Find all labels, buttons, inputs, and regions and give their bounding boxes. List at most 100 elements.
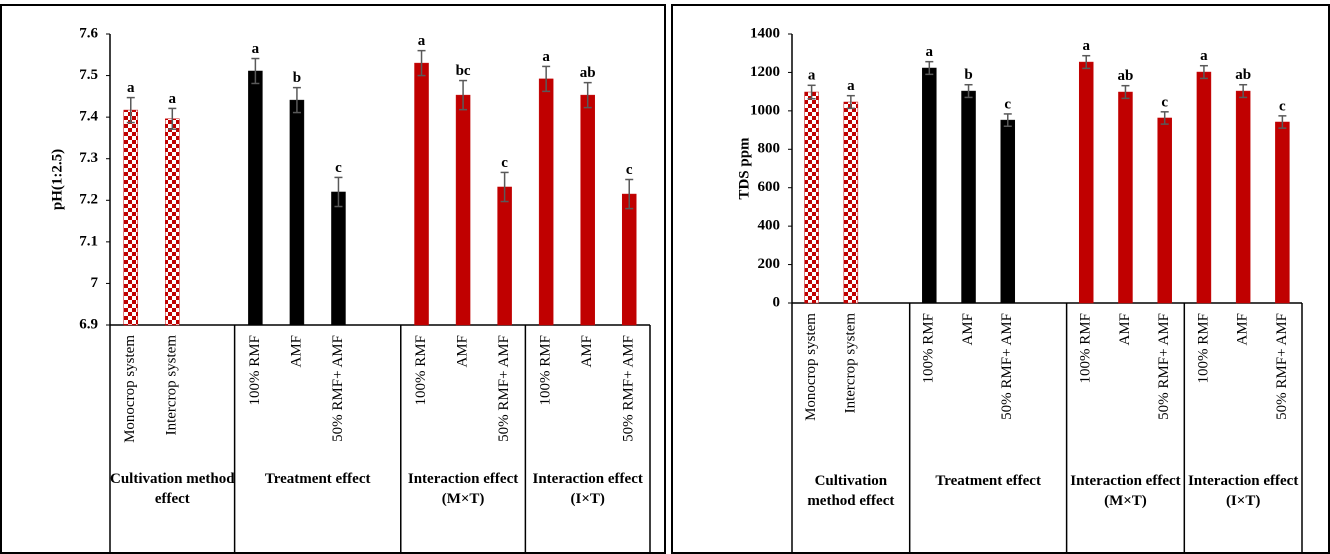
significance-letter: a [542,49,550,65]
group-label: Interaction effect (I×T) [532,471,643,507]
y-tick-label: 200 [758,256,781,272]
significance-letter: bc [456,63,471,79]
x-tick-label: AMF [288,335,304,368]
x-tick-label: 50% RMF+ AMF [621,335,637,442]
x-tick-label: Monocrop system [122,335,138,443]
y-tick-label: 1000 [750,102,780,118]
significance-letter: a [1082,38,1090,54]
y-tick-label: 7.2 [79,192,98,208]
y-tick-label: 6.9 [79,316,98,332]
group-label: Interaction effect (M×T) [1070,473,1181,509]
error-bar [1199,64,1208,80]
group-label-box: Interaction effect (I×T) [532,471,643,507]
bar [1235,90,1251,304]
group-label-box: Interaction effect (M×T) [1070,473,1181,509]
x-tick-label: 100% RMF [538,335,554,405]
x-tick-label: Intercrop system [164,335,180,436]
group-label-box: Interaction effect (M×T) [407,471,519,507]
bar [1118,91,1133,304]
group-label-box: Interaction effect (I×T) [1187,473,1299,509]
error-bar [1003,113,1012,127]
x-tick-label: 50% RMF+ AMF [1274,313,1290,420]
error-bar [807,84,816,100]
group-label: Interaction effect (I×T) [1187,473,1299,509]
significance-letter: ab [1118,68,1134,84]
error-bar [126,96,135,124]
bar [248,70,263,326]
significance-letter: c [1004,96,1011,112]
bar [1196,71,1212,304]
significance-letter: a [926,44,934,60]
error-bar [925,60,934,76]
x-tick-label: 100% RMF [1078,313,1094,383]
y-tick-label: 800 [758,141,781,157]
panel-border [671,4,1330,554]
x-tick-label: AMF [1235,313,1251,346]
y-tick-label: 7.4 [79,109,98,125]
significance-letter: a [808,68,816,84]
y-tick-label: 7 [91,275,99,291]
group-label-box: Treatment effect [935,473,1041,489]
significance-letter: ab [580,65,596,81]
error-bar [500,171,509,203]
x-tick-label: 100% RMF [247,335,263,405]
bar [1157,117,1172,304]
y-tick-label: 7.3 [79,150,98,166]
error-bar [964,83,973,99]
error-bar [251,57,260,85]
error-bar [625,178,634,210]
y-tick-label: 7.6 [79,25,98,41]
bar [580,94,595,326]
significance-letter: c [1279,98,1286,114]
significance-letter: a [847,78,855,94]
error-bar [542,65,551,93]
group-label: Treatment effect [264,471,371,487]
bar [621,193,637,326]
significance-letter: a [127,80,135,96]
x-tick-label: Monocrop system [803,313,819,421]
bar [289,99,305,326]
error-bar [334,176,343,208]
y-tick-label: 400 [758,218,781,234]
error-bar [417,49,426,77]
x-tick-label: AMF [1117,313,1133,346]
y-tick-label: 0 [773,294,781,310]
bar [165,118,180,326]
significance-letter: ab [1235,67,1251,83]
bar [123,109,139,326]
y-tick-label: 7.5 [79,67,98,83]
error-bar [1278,115,1287,129]
significance-letter: c [335,160,342,176]
group-label: Interaction effect (M×T) [407,471,519,507]
error-bar [168,107,177,130]
significance-letter: b [293,70,301,86]
bar [1000,119,1016,304]
bar [1078,61,1094,304]
bar [1275,121,1290,304]
significance-letter: a [252,41,260,57]
y-axis-title: pH(1:2.5) [49,149,65,210]
error-bar [1121,84,1130,100]
group-label: Treatment effect [935,473,1041,489]
significance-letter: a [418,33,426,49]
group-label-box: Cultivation method effect [110,471,235,507]
significance-letter: a [1200,48,1208,64]
y-tick-label: 1200 [750,64,780,80]
significance-letter: b [964,67,972,83]
group-label: Cultivation method effect [110,471,235,507]
error-bar [459,79,468,111]
x-tick-label: AMF [960,313,976,346]
error-bar [583,81,592,109]
error-bar [846,94,855,110]
x-tick-label: 50% RMF+ AMF [1156,313,1172,420]
significance-letter: a [169,91,177,107]
bar [922,67,937,304]
bar [497,186,512,326]
bar [961,90,976,304]
error-bar [1082,54,1091,70]
group-label: Cultivation method effect [807,473,895,509]
x-tick-label: 50% RMF+ AMF [999,313,1015,420]
x-tick-label: Intercrop system [842,313,858,414]
y-tick-label: 600 [758,179,781,195]
